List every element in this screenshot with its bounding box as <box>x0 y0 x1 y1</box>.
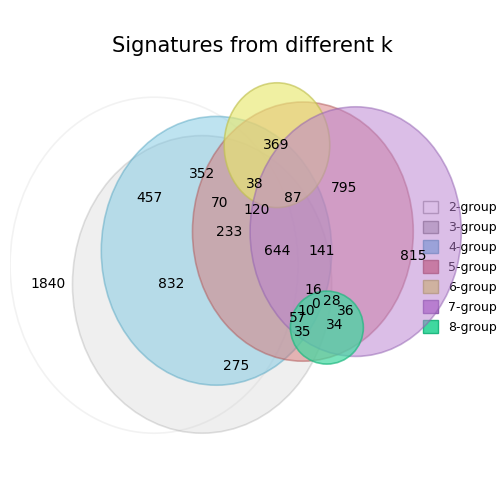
Legend: 2-group, 3-group, 4-group, 5-group, 6-group, 7-group, 8-group: 2-group, 3-group, 4-group, 5-group, 6-gr… <box>418 196 501 339</box>
Text: 233: 233 <box>216 225 242 238</box>
Text: 369: 369 <box>263 138 289 152</box>
Text: 815: 815 <box>400 248 426 263</box>
Text: 0: 0 <box>311 296 320 310</box>
Text: 16: 16 <box>304 283 323 297</box>
Text: 120: 120 <box>243 203 270 217</box>
Text: 87: 87 <box>284 191 302 205</box>
Ellipse shape <box>250 107 461 356</box>
Text: 795: 795 <box>331 181 357 196</box>
Ellipse shape <box>193 102 413 361</box>
Text: 38: 38 <box>246 176 264 191</box>
Text: 10: 10 <box>298 304 316 319</box>
Text: 275: 275 <box>223 359 249 373</box>
Ellipse shape <box>224 83 330 208</box>
Text: 1840: 1840 <box>31 277 66 291</box>
Ellipse shape <box>290 291 363 364</box>
Text: 35: 35 <box>294 326 311 339</box>
Ellipse shape <box>10 97 298 433</box>
Ellipse shape <box>101 116 332 385</box>
Ellipse shape <box>73 136 332 433</box>
Text: 352: 352 <box>189 167 215 181</box>
Text: 457: 457 <box>136 191 162 205</box>
Text: 36: 36 <box>337 304 355 319</box>
Text: 28: 28 <box>323 294 341 308</box>
Text: 70: 70 <box>211 196 228 210</box>
Text: 57: 57 <box>289 311 307 325</box>
Title: Signatures from different k: Signatures from different k <box>111 36 393 56</box>
Text: 141: 141 <box>309 244 335 258</box>
Text: 34: 34 <box>326 318 343 332</box>
Text: 644: 644 <box>264 244 290 258</box>
Text: 832: 832 <box>158 277 184 291</box>
